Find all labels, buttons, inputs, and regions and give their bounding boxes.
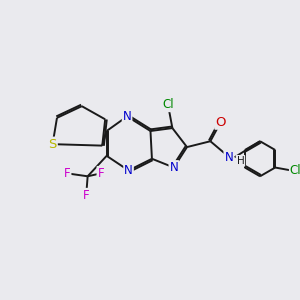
Text: Cl: Cl (162, 98, 174, 111)
Text: Cl: Cl (290, 164, 300, 177)
Text: S: S (48, 138, 57, 151)
Text: N: N (169, 161, 178, 174)
Text: F: F (64, 167, 70, 180)
Text: N: N (124, 164, 133, 177)
Text: F: F (98, 167, 104, 180)
Text: N: N (224, 151, 233, 164)
Text: F: F (83, 189, 89, 202)
Text: O: O (215, 116, 226, 129)
Text: N: N (123, 110, 131, 123)
Text: H: H (237, 156, 244, 166)
